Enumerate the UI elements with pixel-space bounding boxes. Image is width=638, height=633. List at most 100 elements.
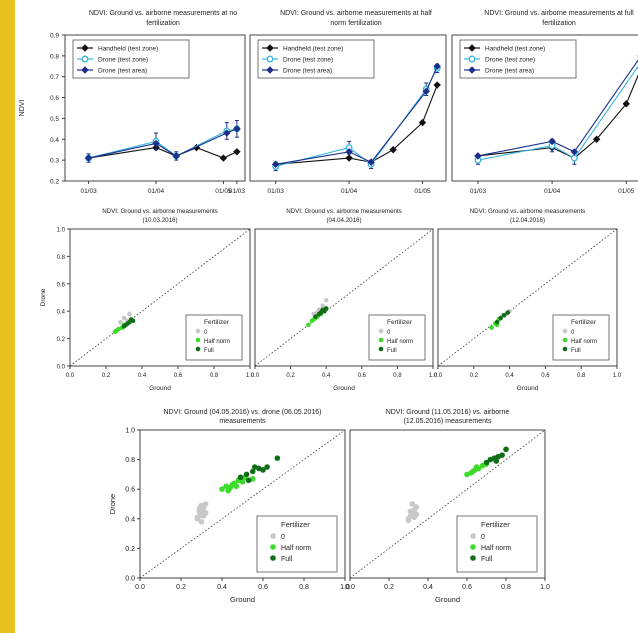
data-point	[313, 314, 318, 319]
legend-title: Fertilizer	[571, 319, 597, 326]
y-tick-label: 1.0	[125, 428, 135, 435]
data-point	[503, 446, 509, 453]
data-point	[264, 464, 270, 470]
data-point	[501, 313, 507, 318]
x-tick-label: 0.6	[358, 373, 367, 379]
x-tick-label: 0.2	[102, 373, 111, 379]
chart-title: norm fertilization	[330, 20, 381, 27]
legend-entry: Drone (test zone)	[98, 57, 148, 64]
data-point	[622, 100, 630, 108]
x-tick-label: 01/05	[215, 188, 232, 195]
chart-title: NDVI: Ground vs. airborne measurements a…	[89, 10, 237, 17]
legend-swatch	[378, 328, 384, 334]
y-tick-label: 1.0	[57, 228, 66, 234]
legend-entry: Half norm	[571, 339, 597, 345]
data-point	[345, 154, 353, 162]
y-tick-label: 0.6	[57, 282, 66, 288]
data-point	[274, 455, 281, 461]
y-axis-label: Drone	[108, 494, 117, 514]
x-tick-label: 0.2	[470, 373, 479, 379]
data-point	[249, 468, 256, 475]
scatter-chart-2: NDVI: Ground vs. airborne measurements (0…	[251, 208, 438, 392]
legend-entry: 0	[481, 534, 485, 541]
chart-title: NDVI: Ground vs. airborne measurements	[470, 208, 586, 215]
chart-title: fertilization	[542, 20, 576, 27]
x-tick-label: 0.0	[345, 584, 355, 591]
chart-title: (12.04.2016)	[510, 217, 545, 224]
legend-box	[256, 515, 338, 573]
y-tick-label: 0.5	[50, 116, 59, 123]
data-point	[121, 315, 127, 321]
x-axis-label: Ground	[435, 595, 460, 604]
x-tick-label: 1.0	[429, 373, 438, 379]
data-point	[118, 319, 123, 325]
x-tick-label: 1.0	[540, 584, 550, 591]
data-point	[409, 501, 416, 507]
legend-swatch	[470, 533, 476, 539]
data-point	[418, 118, 427, 127]
data-point	[243, 471, 250, 478]
y-axis-label: NDVI	[19, 100, 26, 117]
x-tick-label: 0.8	[577, 373, 586, 379]
data-point	[592, 135, 601, 143]
data-point	[323, 306, 329, 311]
data-point	[237, 474, 244, 481]
data-point	[233, 148, 241, 156]
legend-entry: Full	[281, 556, 293, 563]
x-tick-label: 1.0	[246, 373, 255, 379]
data-point	[405, 517, 412, 524]
x-tick-label: 01/03	[80, 188, 97, 195]
data-point	[202, 510, 209, 516]
x-tick-label: 0.2	[384, 584, 394, 591]
x-tick-label: 0.6	[462, 584, 472, 591]
y-tick-label: 0.2	[50, 179, 59, 186]
legend-swatch	[195, 337, 201, 343]
data-point	[413, 504, 420, 510]
data-point	[114, 328, 120, 333]
x-axis-label: Ground	[149, 385, 171, 392]
x-tick-label: 0.4	[423, 584, 433, 591]
legend-entry: Handheld (test zone)	[98, 46, 158, 53]
data-point	[367, 158, 375, 166]
data-point	[494, 319, 500, 325]
data-point	[233, 125, 241, 133]
legend-box	[185, 314, 243, 361]
data-point	[505, 310, 511, 315]
y-tick-label: 0.8	[57, 255, 66, 261]
data-point	[84, 154, 93, 162]
scatter-chart-3: NDVI: Ground vs. airborne measurements (1…	[434, 208, 622, 392]
y-tick-label: 0.6	[125, 487, 135, 494]
legend-title: Fertilizer	[481, 520, 510, 529]
x-tick-label: 0.6	[174, 373, 183, 379]
legend-swatch	[270, 544, 276, 550]
data-point	[198, 518, 205, 525]
x-tick-label: 0.8	[393, 373, 402, 379]
data-point	[489, 325, 495, 330]
legend-swatch	[470, 544, 476, 550]
data-point	[483, 459, 490, 466]
data-point	[345, 148, 353, 156]
data-point	[233, 483, 240, 490]
data-point	[323, 297, 329, 303]
reference-line	[69, 228, 251, 367]
legend-entry: Half norm	[281, 545, 312, 552]
legend-title: Fertilizer	[204, 319, 230, 326]
reference-line	[254, 228, 434, 367]
data-point	[498, 315, 503, 321]
x-tick-label: 0.2	[286, 373, 295, 379]
data-point	[474, 152, 482, 160]
chart-title: (12.05.2016) measurements	[404, 418, 492, 425]
legend-swatch-marker	[468, 66, 476, 74]
x-axis-label: Ground	[517, 385, 539, 392]
data-point	[433, 81, 441, 89]
legend-swatch	[195, 328, 201, 334]
y-tick-label: 0.3	[50, 158, 59, 165]
x-tick-label: 01/04	[544, 188, 561, 195]
data-point	[320, 307, 325, 313]
x-tick-label: 0.6	[541, 373, 550, 379]
line-chart-1: NDVI: Ground vs. airborne measurements a…	[19, 10, 246, 195]
data-point	[271, 160, 280, 169]
legend-swatch-marker	[266, 66, 274, 74]
series-line	[477, 74, 638, 159]
